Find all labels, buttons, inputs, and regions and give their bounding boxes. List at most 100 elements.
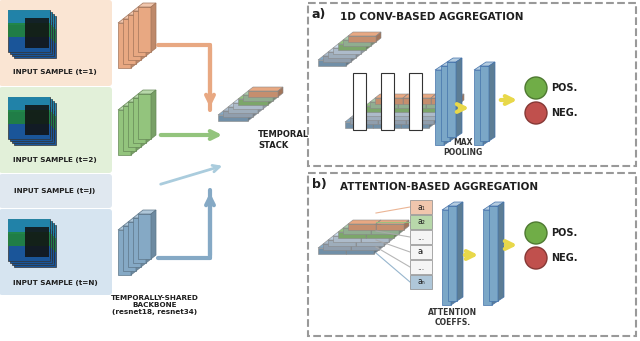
Polygon shape <box>128 102 141 147</box>
Polygon shape <box>243 91 278 95</box>
Polygon shape <box>351 52 356 62</box>
Polygon shape <box>406 114 411 124</box>
Polygon shape <box>361 44 366 54</box>
Polygon shape <box>398 98 403 108</box>
Polygon shape <box>141 218 146 267</box>
Circle shape <box>525 77 547 99</box>
Polygon shape <box>444 66 450 145</box>
Polygon shape <box>375 98 403 104</box>
Polygon shape <box>323 240 356 244</box>
Polygon shape <box>371 224 404 228</box>
Polygon shape <box>128 11 146 15</box>
Text: aᵢ: aᵢ <box>418 248 424 256</box>
Bar <box>10 112 52 126</box>
Polygon shape <box>318 244 351 248</box>
Polygon shape <box>404 220 409 230</box>
Polygon shape <box>323 56 351 62</box>
Polygon shape <box>131 226 136 275</box>
Polygon shape <box>489 202 504 206</box>
Polygon shape <box>123 106 136 151</box>
Polygon shape <box>360 106 393 110</box>
Polygon shape <box>442 206 457 210</box>
Polygon shape <box>333 44 366 48</box>
Polygon shape <box>381 73 394 130</box>
Polygon shape <box>444 106 449 116</box>
Bar <box>8 10 50 52</box>
Polygon shape <box>376 32 381 42</box>
Polygon shape <box>360 110 388 116</box>
Polygon shape <box>383 110 388 120</box>
Polygon shape <box>338 40 371 44</box>
Polygon shape <box>133 214 151 218</box>
Polygon shape <box>483 210 492 305</box>
Polygon shape <box>356 48 361 58</box>
Bar <box>8 232 50 246</box>
Polygon shape <box>376 220 409 224</box>
Bar <box>12 27 54 41</box>
Bar <box>8 97 50 139</box>
Text: INPUT SAMPLE (t=1): INPUT SAMPLE (t=1) <box>13 69 97 75</box>
Polygon shape <box>338 228 371 232</box>
Polygon shape <box>123 102 141 106</box>
Polygon shape <box>133 98 146 143</box>
Bar <box>12 101 54 143</box>
Polygon shape <box>421 102 454 106</box>
Text: ...: ... <box>417 233 424 241</box>
Polygon shape <box>136 102 141 151</box>
Polygon shape <box>346 244 379 248</box>
Polygon shape <box>136 15 141 64</box>
Polygon shape <box>393 106 421 112</box>
Polygon shape <box>454 98 459 108</box>
Polygon shape <box>388 106 393 116</box>
Polygon shape <box>447 62 456 137</box>
Polygon shape <box>356 236 361 246</box>
Polygon shape <box>350 114 383 118</box>
Polygon shape <box>411 114 439 120</box>
Bar <box>14 238 56 252</box>
Polygon shape <box>401 118 406 128</box>
Polygon shape <box>480 66 489 141</box>
Polygon shape <box>258 103 263 113</box>
Polygon shape <box>333 236 361 242</box>
Polygon shape <box>489 62 495 141</box>
Bar <box>14 16 56 58</box>
Polygon shape <box>343 36 376 40</box>
Bar <box>410 230 432 244</box>
Polygon shape <box>346 244 351 254</box>
Bar <box>14 16 56 31</box>
Polygon shape <box>228 103 263 107</box>
Polygon shape <box>151 210 156 259</box>
Polygon shape <box>138 94 151 139</box>
Bar <box>12 101 54 116</box>
Bar <box>14 225 56 240</box>
Polygon shape <box>406 118 434 124</box>
Polygon shape <box>371 228 399 234</box>
Bar <box>410 245 432 259</box>
Polygon shape <box>375 94 408 98</box>
Polygon shape <box>416 106 421 116</box>
Polygon shape <box>483 206 498 210</box>
Polygon shape <box>416 110 444 116</box>
Polygon shape <box>268 95 273 105</box>
Polygon shape <box>373 118 378 128</box>
Bar <box>410 275 432 289</box>
Polygon shape <box>366 228 399 232</box>
Polygon shape <box>351 244 379 250</box>
Polygon shape <box>373 122 401 128</box>
Polygon shape <box>128 15 141 60</box>
Polygon shape <box>416 106 449 110</box>
Polygon shape <box>426 102 454 108</box>
Polygon shape <box>138 214 151 259</box>
Polygon shape <box>411 110 416 120</box>
Text: a₂: a₂ <box>417 218 425 226</box>
Polygon shape <box>248 91 278 97</box>
Polygon shape <box>351 240 356 250</box>
Polygon shape <box>361 236 389 242</box>
Polygon shape <box>133 11 146 56</box>
Bar <box>14 116 56 130</box>
Polygon shape <box>366 40 371 50</box>
Bar <box>410 260 432 274</box>
Polygon shape <box>123 226 136 271</box>
Polygon shape <box>128 98 146 102</box>
Polygon shape <box>435 70 444 145</box>
